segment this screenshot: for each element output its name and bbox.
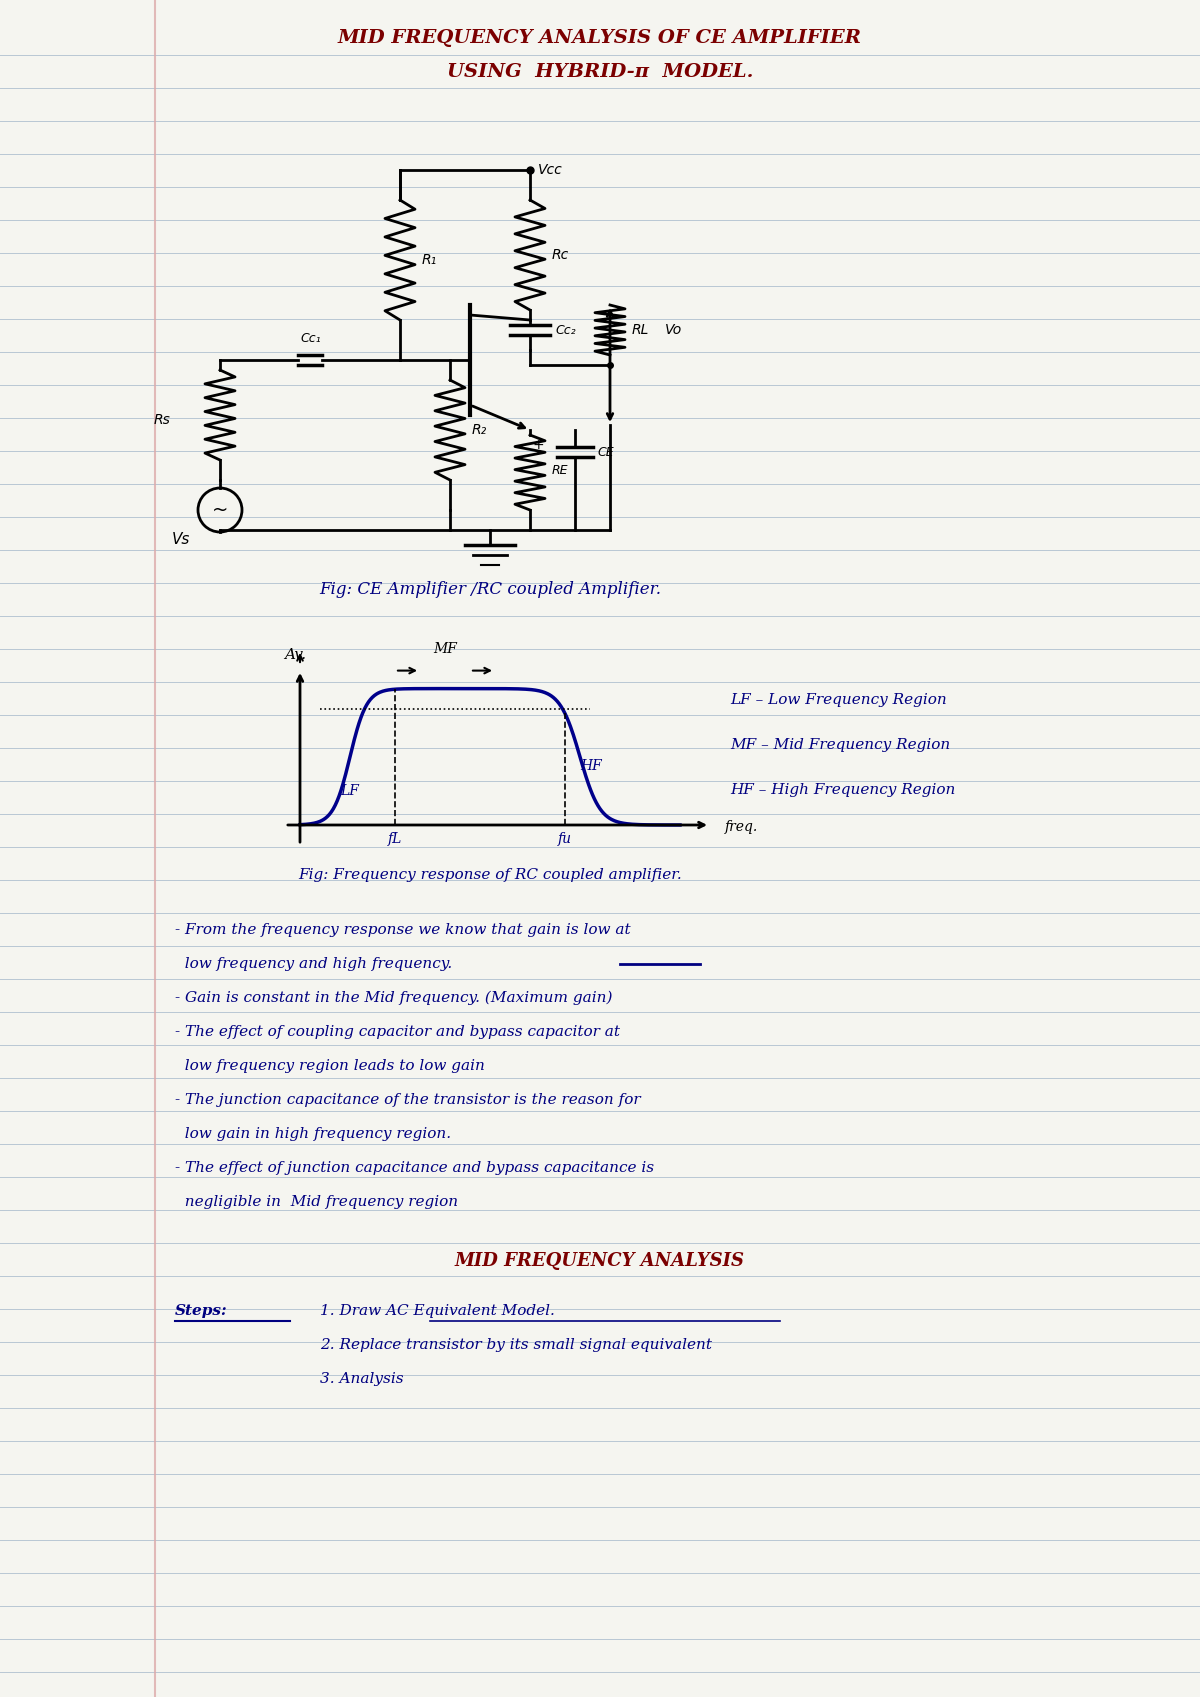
Text: - Gain is constant in the Mid frequency. (Maximum gain): - Gain is constant in the Mid frequency.… — [175, 991, 612, 1005]
Text: RL: RL — [632, 322, 649, 338]
Text: RE: RE — [552, 463, 569, 477]
Text: Rs: Rs — [154, 412, 170, 428]
Text: Vo: Vo — [665, 322, 683, 338]
Text: low frequency and high frequency.: low frequency and high frequency. — [175, 957, 452, 971]
Text: MF: MF — [433, 641, 457, 655]
Text: Vcc: Vcc — [538, 163, 563, 176]
Text: Cc₂: Cc₂ — [554, 324, 576, 336]
Text: - The junction capacitance of the transistor is the reason for: - The junction capacitance of the transi… — [175, 1093, 641, 1106]
Text: LF – Low Frequency Region: LF – Low Frequency Region — [730, 692, 947, 708]
Text: CE: CE — [598, 446, 613, 458]
Text: - The effect of junction capacitance and bypass capacitance is: - The effect of junction capacitance and… — [175, 1161, 654, 1174]
Text: 2. Replace transistor by its small signal equivalent: 2. Replace transistor by its small signa… — [320, 1337, 712, 1353]
Text: low frequency region leads to low gain: low frequency region leads to low gain — [175, 1059, 485, 1073]
Text: +: + — [532, 438, 544, 451]
Text: Rc: Rc — [552, 248, 569, 261]
Text: MF – Mid Frequency Region: MF – Mid Frequency Region — [730, 738, 950, 752]
Text: HF – High Frequency Region: HF – High Frequency Region — [730, 782, 955, 798]
Text: ~: ~ — [212, 501, 228, 519]
Text: fu: fu — [558, 832, 572, 847]
Text: negligible in  Mid frequency region: negligible in Mid frequency region — [175, 1195, 458, 1208]
Text: Steps:: Steps: — [175, 1303, 228, 1319]
Text: Fig: CE Amplifier /RC coupled Amplifier.: Fig: CE Amplifier /RC coupled Amplifier. — [319, 582, 661, 599]
Text: HF: HF — [580, 759, 601, 774]
Text: low gain in high frequency region.: low gain in high frequency region. — [175, 1127, 451, 1140]
Text: R₁: R₁ — [422, 253, 437, 266]
Text: - From the frequency response we know that gain is low at: - From the frequency response we know th… — [175, 923, 631, 937]
Text: freq.: freq. — [725, 820, 758, 833]
Text: 1. Draw AC Equivalent Model.: 1. Draw AC Equivalent Model. — [320, 1303, 554, 1319]
Text: Av.: Av. — [284, 648, 306, 662]
Text: fL: fL — [388, 832, 402, 847]
Text: - The effect of coupling capacitor and bypass capacitor at: - The effect of coupling capacitor and b… — [175, 1025, 620, 1039]
Text: MID FREQUENCY ANALYSIS: MID FREQUENCY ANALYSIS — [455, 1252, 745, 1269]
Text: Cc₁: Cc₁ — [300, 331, 320, 344]
Text: R₂: R₂ — [472, 423, 487, 438]
Text: Fig: Frequency response of RC coupled amplifier.: Fig: Frequency response of RC coupled am… — [298, 867, 682, 882]
Text: LF: LF — [340, 784, 359, 798]
Text: USING  HYBRID-π  MODEL.: USING HYBRID-π MODEL. — [446, 63, 754, 81]
Text: Vs: Vs — [172, 533, 190, 548]
Text: MID FREQUENCY ANALYSIS OF CE AMPLIFIER: MID FREQUENCY ANALYSIS OF CE AMPLIFIER — [338, 29, 862, 48]
Text: 3. Analysis: 3. Analysis — [320, 1371, 403, 1386]
